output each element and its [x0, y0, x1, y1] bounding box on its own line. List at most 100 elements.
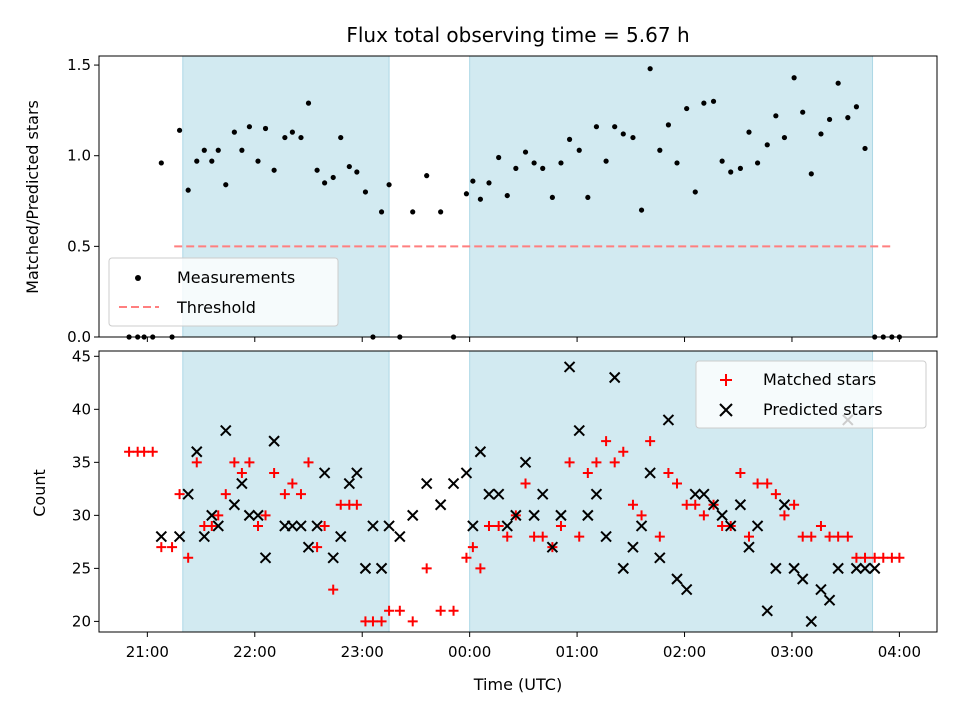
predicted-star-point	[182, 488, 194, 500]
predicted-star-point	[734, 499, 747, 511]
measurement-point	[209, 158, 215, 164]
matched-star-point	[869, 552, 880, 563]
measurement-point	[620, 131, 626, 137]
measurement-point	[746, 129, 752, 135]
y-tick-label: 30	[72, 506, 91, 524]
matched-star-point	[483, 520, 494, 531]
measurement-point	[808, 171, 814, 177]
matched-star-point	[770, 489, 781, 500]
measurement-point	[176, 127, 183, 133]
predicted-star-point	[467, 520, 479, 532]
measurement-point	[684, 105, 690, 112]
predicted-star-point	[716, 509, 728, 522]
legend-threshold-label: Threshold	[176, 298, 256, 317]
measurement-point	[603, 158, 609, 164]
predicted-star-point	[627, 541, 639, 553]
matched-star-point	[609, 457, 620, 468]
measurement-point	[201, 147, 207, 153]
matched-star-point	[591, 457, 602, 468]
measurement-point	[504, 192, 510, 199]
predicted-star-point	[420, 477, 433, 490]
matched-star-point	[461, 552, 472, 563]
measurement-point	[330, 174, 336, 181]
measurement-point	[826, 116, 833, 123]
matched-star-point	[435, 605, 446, 616]
measurement-point	[194, 158, 200, 164]
x-tick-label: 02:00	[663, 643, 706, 661]
predicted-star-point	[608, 371, 621, 384]
top-panel: 0.0 0.5 1.0 1.5 Matched/Predicted stars Mea…	[23, 55, 938, 346]
measurement-point	[158, 160, 164, 166]
matched-star-point	[762, 478, 773, 489]
matched-star-point	[779, 510, 790, 521]
matched-star-point	[303, 457, 314, 468]
predicted-star-point	[206, 509, 218, 522]
matched-star-point	[167, 542, 178, 553]
measurement-point	[800, 109, 806, 115]
y-tick-label: 0.5	[67, 237, 91, 255]
matched-star-point	[139, 446, 150, 457]
matched-star-point	[244, 457, 255, 468]
predicted-star-point	[474, 446, 487, 458]
matched-star-point	[851, 552, 862, 563]
measurement-point	[728, 169, 734, 175]
measurement-point	[470, 178, 476, 184]
matched-star-point	[475, 563, 486, 574]
matched-star-point	[833, 531, 844, 542]
legend-matched-label: Matched stars	[763, 370, 876, 389]
matched-star-point	[860, 552, 871, 563]
measurement-point	[289, 129, 295, 135]
predicted-star-point	[447, 477, 460, 490]
measurement-point	[566, 136, 573, 142]
matched-star-point	[690, 499, 701, 510]
measurement-point	[791, 75, 797, 81]
x-tick-label: 21:00	[126, 643, 169, 661]
top-axes-frame	[98, 55, 938, 338]
measurement-point	[239, 147, 245, 153]
predicted-star-point	[537, 488, 549, 500]
predicted-star-point	[528, 509, 540, 522]
predicted-star-point	[510, 509, 522, 522]
measurement-point	[692, 189, 698, 195]
predicted-star-point	[335, 530, 347, 543]
matched-star-point	[618, 446, 629, 457]
predicted-star-point	[600, 530, 612, 543]
predicted-star-point	[295, 520, 307, 532]
bottom-x-ticks: 21:00 22:00 23:00 00:00 01:00 02:00 03:00 04:00	[126, 632, 921, 661]
predicted-star-point	[367, 520, 379, 532]
x-tick-label: 23:00	[341, 643, 384, 661]
predicted-star-point	[778, 499, 791, 511]
legend-measurement-marker	[135, 275, 141, 281]
y-tick-label: 1.0	[67, 147, 91, 165]
matched-star-point	[421, 563, 432, 574]
predicted-star-point	[460, 467, 473, 479]
predicted-star-point	[832, 562, 844, 575]
y-tick-label: 25	[72, 559, 91, 577]
x-axis-label: Time (UTC)	[473, 675, 562, 694]
matched-star-point	[335, 499, 346, 510]
predicted-star-point	[751, 520, 764, 532]
measurement-point	[845, 115, 851, 121]
predicted-star-point	[590, 488, 603, 500]
predicted-star-point	[191, 446, 203, 458]
predicted-star-point	[492, 488, 505, 500]
predicted-star-point	[318, 467, 331, 479]
measurement-points	[126, 66, 902, 340]
predicted-star-point	[671, 573, 683, 585]
matched-star-point	[815, 520, 826, 531]
predicted-star-point	[243, 509, 256, 522]
predicted-star-point	[662, 414, 675, 426]
legend-predicted-marker	[719, 403, 733, 417]
matched-star-point	[229, 457, 240, 468]
matched-star-point	[253, 520, 264, 531]
measurement-point	[540, 165, 546, 171]
measurement-point	[754, 160, 761, 166]
top-y-axis-label: Matched/Predicted stars	[23, 100, 42, 294]
measurement-point	[593, 124, 600, 130]
predicted-star-point	[725, 520, 737, 532]
bottom-axes-frame	[98, 350, 938, 633]
predicted-star-point	[707, 499, 720, 511]
top-shaded-intervals	[182, 55, 874, 338]
matched-star-point	[183, 552, 194, 563]
y-tick-label: 1.5	[67, 56, 91, 74]
